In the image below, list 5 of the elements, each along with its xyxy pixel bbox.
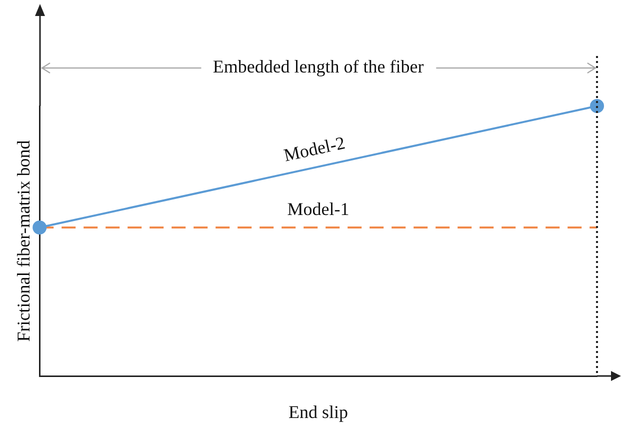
series-label: Model-1 — [287, 199, 350, 220]
text: Model-2 — [282, 132, 347, 166]
y-axis-title: Frictional fiber-matrix bond — [14, 140, 34, 342]
text: Embedded length of the fiber — [212, 56, 424, 77]
x-axis-title: End slip — [288, 402, 348, 422]
